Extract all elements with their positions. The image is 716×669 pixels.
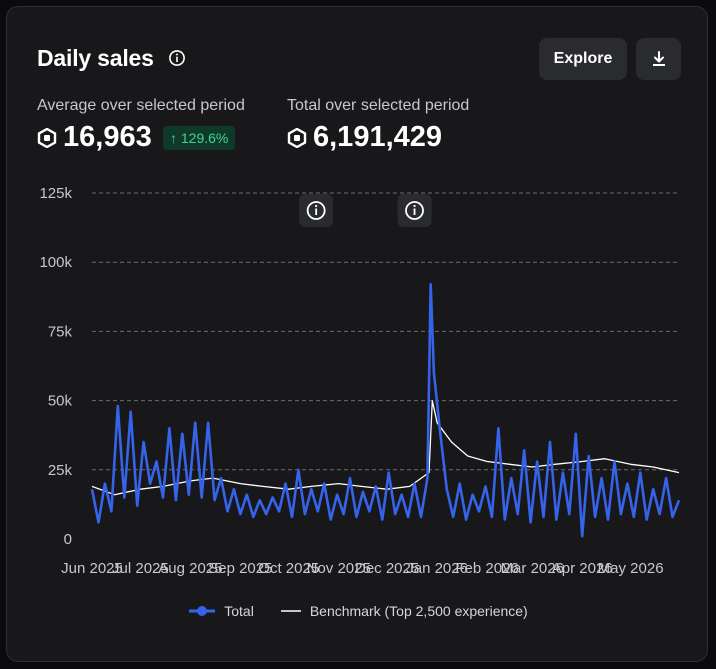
total-value-row: 6,191,429 <box>287 121 442 154</box>
y-tick-label: 75k <box>48 323 73 340</box>
x-tick-label: Jan 2026 <box>406 560 468 577</box>
robux-icon <box>37 127 57 148</box>
legend-label-benchmark: Benchmark (Top 2,500 experience) <box>309 603 528 619</box>
x-tick-label: Aug 2025 <box>158 560 222 577</box>
info-icon-stem <box>315 208 318 215</box>
explore-button[interactable]: Explore <box>539 38 627 80</box>
average-label: Average over selected period <box>37 97 245 114</box>
y-tick-label: 25k <box>48 462 73 479</box>
x-tick-label: Jul 2025 <box>112 560 169 577</box>
total-value: 6,191,429 <box>313 121 443 153</box>
chart-legend: Total Benchmark (Top 2,500 experience) <box>7 603 709 619</box>
benchmark-legend-swatch <box>280 610 301 612</box>
average-change-badge: ↑ 129.6% <box>163 126 236 150</box>
robux-icon <box>287 127 307 148</box>
total-label: Total over selected period <box>287 97 470 114</box>
average-value-row: 16,963 <box>37 121 152 154</box>
y-tick-label: 100k <box>39 254 72 271</box>
info-icon <box>306 201 326 220</box>
total-series-line <box>90 282 681 538</box>
daily-sales-card: Daily sales Explore Average over selecte… <box>6 6 708 662</box>
y-tick-label: 125k <box>39 185 72 202</box>
x-tick-label: Apr 2026 <box>552 560 613 577</box>
info-icon-stem <box>413 208 416 215</box>
x-tick-label: Jun 2025 <box>61 560 123 577</box>
x-tick-label: Mar 2026 <box>501 560 564 577</box>
y-tick-label: 50k <box>48 393 73 410</box>
download-button[interactable] <box>636 38 681 80</box>
x-tick-label: Nov 2025 <box>307 560 371 577</box>
card-title: Daily sales <box>37 45 154 71</box>
annotation-marker[interactable] <box>299 194 334 227</box>
info-icon <box>405 201 424 220</box>
x-tick-label: Dec 2025 <box>355 560 419 577</box>
info-icon-dot <box>413 204 416 208</box>
x-tick-label: Feb 2026 <box>455 560 518 577</box>
average-value: 16,963 <box>63 121 152 153</box>
info-icon[interactable] <box>169 50 185 66</box>
info-icon-dot <box>315 204 318 208</box>
legend-label-total: Total <box>224 603 254 619</box>
total-legend-swatch <box>189 606 216 616</box>
legend-item-total[interactable]: Total <box>188 603 254 619</box>
benchmark-series-line <box>91 399 680 496</box>
download-icon <box>652 51 665 66</box>
x-tick-label: Sep 2025 <box>208 560 272 577</box>
y-tick-label: 0 <box>64 531 72 548</box>
annotation-marker[interactable] <box>397 194 432 227</box>
x-tick-label: May 2026 <box>598 560 664 577</box>
legend-item-benchmark[interactable]: Benchmark (Top 2,500 experience) <box>280 603 528 619</box>
x-tick-label: Oct 2025 <box>258 560 319 577</box>
